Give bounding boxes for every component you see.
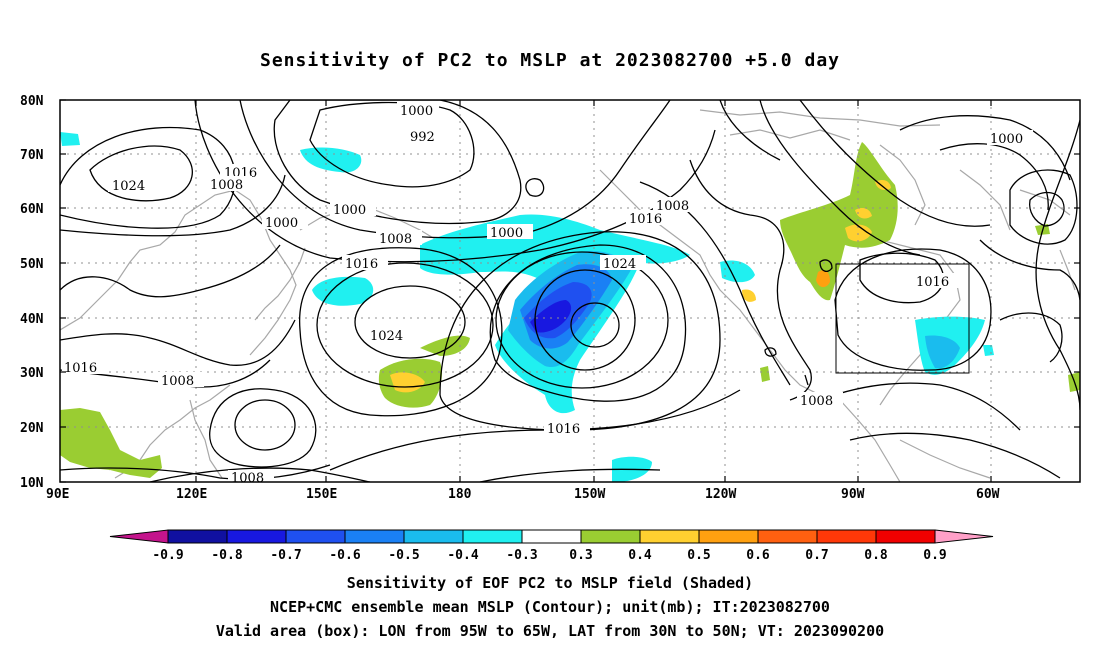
- lon-label: 120E: [176, 487, 207, 502]
- lat-label: 50N: [20, 257, 44, 272]
- svg-text:1016: 1016: [629, 212, 662, 227]
- lat-label: 80N: [20, 94, 44, 109]
- colorbar-bin: [639, 529, 700, 544]
- contour-label: 1024: [367, 327, 413, 344]
- tick-marks: [60, 99, 1080, 483]
- svg-text:1008: 1008: [161, 374, 194, 389]
- caption-line-1: Sensitivity of EOF PC2 to MSLP field (Sh…: [346, 574, 754, 592]
- caption-line-3: Valid area (box): LON from 95W to 65W, L…: [215, 622, 885, 640]
- contour-label: 1016: [544, 420, 590, 437]
- colorbar-bin: [875, 529, 936, 544]
- contour-label: 1000: [487, 224, 533, 241]
- lon-label: 120W: [705, 487, 736, 502]
- svg-text:1008: 1008: [379, 232, 412, 247]
- svg-text:1024: 1024: [112, 179, 145, 194]
- colorbar-label: 0.3: [569, 548, 592, 563]
- contour-label: 1024: [600, 255, 646, 272]
- lon-label: 90E: [46, 487, 69, 502]
- svg-text:1016: 1016: [345, 257, 378, 272]
- colorbar-label: -0.7: [270, 548, 301, 563]
- colorbar-label: -0.6: [329, 548, 360, 563]
- colorbar-label: -0.5: [388, 548, 419, 563]
- colorbar-right-arrow: [934, 529, 994, 544]
- colorbar-label: 0.9: [923, 548, 946, 563]
- contour-label: 1000: [987, 130, 1033, 147]
- colorbar-label: -0.4: [447, 548, 478, 563]
- lon-label: 60W: [976, 487, 1000, 502]
- lat-label: 20N: [20, 421, 44, 436]
- svg-text:1016: 1016: [547, 422, 580, 437]
- contour-label: 992: [408, 128, 444, 145]
- svg-text:1000: 1000: [400, 104, 433, 119]
- lon-label: 150E: [306, 487, 337, 502]
- contour-label: 1024: [108, 177, 154, 194]
- contour-label: 1016: [626, 210, 672, 227]
- colorbar-label: 0.5: [687, 548, 710, 563]
- contour-label: 1008: [228, 470, 274, 486]
- lat-label: 60N: [20, 202, 44, 217]
- svg-text:1000: 1000: [333, 203, 366, 218]
- colorbar-bin: [285, 529, 346, 544]
- colorbar-label: -0.3: [506, 548, 537, 563]
- colorbar-bin: [226, 529, 287, 544]
- svg-text:1024: 1024: [370, 329, 403, 344]
- contour-labels: 1000 992 1016 1024 1008 1000 1000 1008 1…: [62, 102, 1033, 486]
- latitude-labels: 80N 70N 60N 50N 40N 30N 20N 10N: [20, 94, 44, 491]
- colorbar-bin: [521, 529, 582, 544]
- plot-frame: [59, 99, 1081, 483]
- svg-text:1024: 1024: [603, 257, 636, 272]
- svg-text:1016: 1016: [64, 361, 97, 376]
- caption-line-2: NCEP+CMC ensemble mean MSLP (Contour); u…: [270, 598, 830, 616]
- colorbar-label: 0.4: [628, 548, 652, 563]
- colorbar-bin: [403, 529, 464, 544]
- svg-text:1000: 1000: [990, 132, 1023, 147]
- colorbar-bin: [698, 529, 759, 544]
- contour-label: 1000: [397, 102, 439, 119]
- svg-text:1016: 1016: [916, 275, 949, 290]
- contour-label: 1008: [158, 372, 204, 389]
- map-title: Sensitivity of PC2 to MSLP at 2023082700…: [259, 50, 840, 71]
- contour-label: 1008: [206, 176, 252, 193]
- contour-label: 1008: [797, 392, 843, 409]
- lon-label: 150W: [574, 487, 605, 502]
- colorbar-label: -0.8: [211, 548, 242, 563]
- svg-text:1008: 1008: [210, 178, 243, 193]
- colorbar-bin: [757, 529, 818, 544]
- colorbar-left-arrow: [109, 529, 169, 544]
- colorbar-bin: [816, 529, 877, 544]
- contour-label: 1000: [330, 201, 376, 218]
- lat-lon-grid: [60, 100, 1080, 482]
- lat-label: 40N: [20, 312, 44, 327]
- lat-label: 10N: [20, 476, 44, 491]
- svg-text:1000: 1000: [490, 226, 523, 241]
- colorbar-bin: [580, 529, 641, 544]
- contour-label: 1000: [262, 214, 308, 231]
- contour-label: 1016: [342, 255, 388, 272]
- svg-text:1000: 1000: [265, 216, 298, 231]
- lat-label: 30N: [20, 366, 44, 381]
- svg-text:1008: 1008: [800, 394, 833, 409]
- lon-label: 90W: [841, 487, 865, 502]
- contour-label: 1016: [913, 273, 959, 290]
- lon-label: 180: [448, 487, 472, 502]
- contour-label: 1016: [62, 359, 108, 376]
- colorbar: -0.9 -0.8 -0.7 -0.6 -0.5 -0.4 -0.3 0.3 0.4 0.5 0.6…: [109, 529, 994, 563]
- valid-area-box: [835, 263, 970, 374]
- colorbar-bin: [167, 529, 228, 544]
- svg-text:1008: 1008: [231, 471, 264, 486]
- contour-label: 1008: [376, 230, 422, 247]
- colorbar-label: 0.7: [805, 548, 828, 563]
- colorbar-label: 0.6: [746, 548, 770, 563]
- svg-text:992: 992: [410, 130, 435, 145]
- colorbar-bin: [462, 529, 523, 544]
- colorbar-label: 0.8: [864, 548, 888, 563]
- colorbar-bin: [344, 529, 405, 544]
- longitude-labels: 90E 120E 150E 180 150W 120W 90W 60W: [46, 487, 1000, 502]
- colorbar-label: -0.9: [152, 548, 183, 563]
- lat-label: 70N: [20, 148, 44, 163]
